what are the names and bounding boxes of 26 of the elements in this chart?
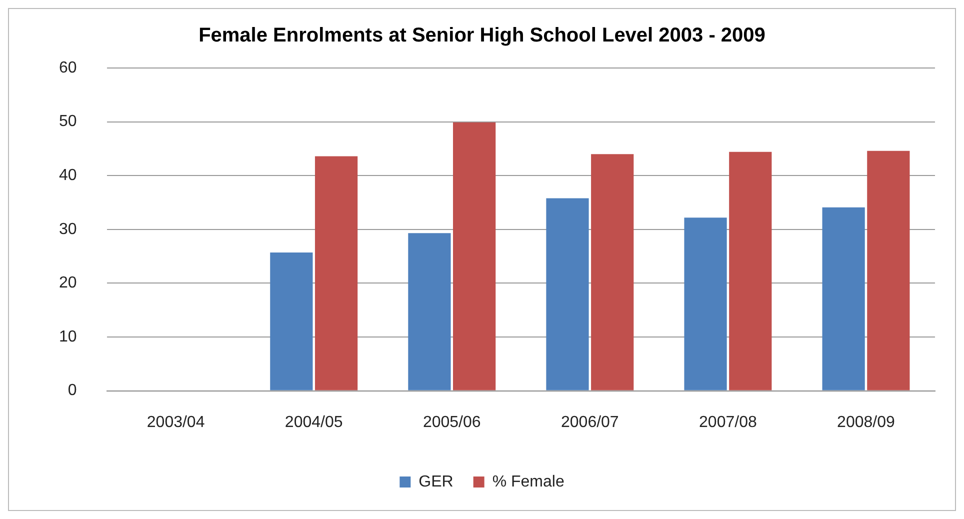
legend-label: GER xyxy=(418,473,454,490)
x-tick-label: 2008/09 xyxy=(837,414,895,431)
bar xyxy=(867,150,910,390)
y-tick-label: 60 xyxy=(59,59,77,76)
chart-title: Female Enrolments at Senior High School Level 2003 - 2009 xyxy=(198,24,766,47)
y-tick-label: 40 xyxy=(59,167,77,184)
y-tick-label: 0 xyxy=(68,382,77,400)
x-tick-label: 2005/06 xyxy=(422,414,481,431)
x-tick-label: 2004/05 xyxy=(284,414,343,431)
bar xyxy=(453,122,496,390)
x-tick-label: 2006/07 xyxy=(560,414,619,431)
y-tick-label: 10 xyxy=(59,328,77,346)
bar xyxy=(684,218,727,390)
y-tick-label: 50 xyxy=(59,113,77,130)
bar xyxy=(822,207,865,390)
bar xyxy=(546,198,589,390)
x-tick-label: 2003/04 xyxy=(146,414,205,431)
legend-label: % Female xyxy=(492,473,564,490)
bar xyxy=(270,252,313,390)
bar xyxy=(591,154,634,390)
bar xyxy=(408,233,451,390)
bar xyxy=(729,152,772,390)
y-tick-label: 30 xyxy=(59,220,77,238)
x-tick-label: 2007/08 xyxy=(699,414,757,431)
y-tick-label: 20 xyxy=(59,274,77,292)
bar xyxy=(314,156,358,390)
